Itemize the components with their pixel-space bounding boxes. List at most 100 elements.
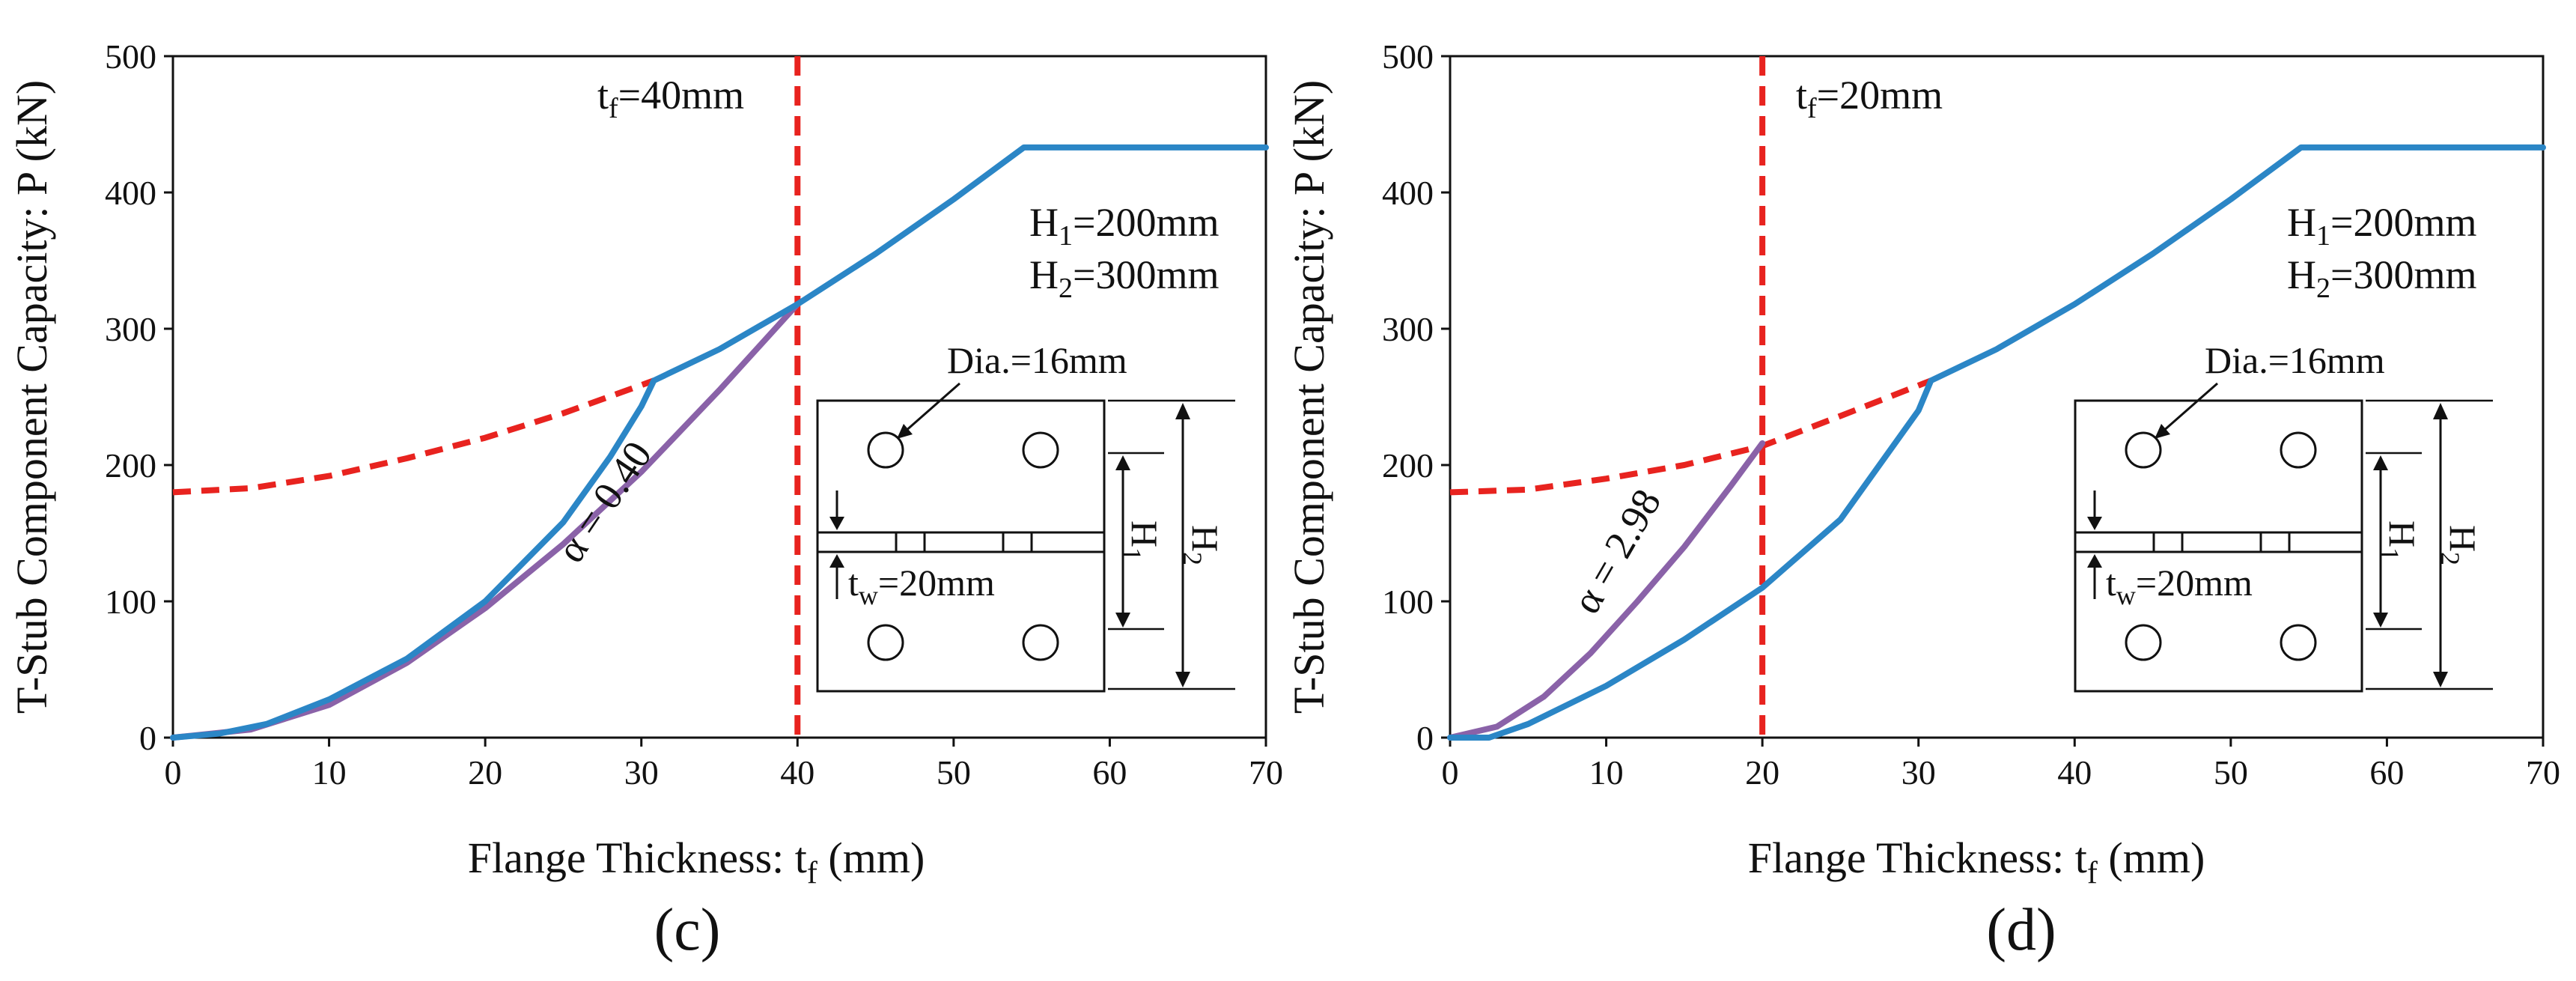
x-tick-label: 10 (312, 753, 347, 792)
series-layer (1447, 56, 2546, 741)
h2-arrowhead (1175, 403, 1190, 419)
bolt-hole (1022, 624, 1059, 661)
vline-label-rest: =20mm (1817, 73, 1943, 118)
h1-arrowhead (2373, 455, 2388, 470)
tw-rest: =20mm (878, 562, 995, 604)
series-extension-line (1449, 377, 1932, 496)
h1-dimension-label: H1=200mm (1029, 200, 1219, 252)
x-tick-label: 60 (2369, 753, 2404, 792)
dia-leader (898, 382, 960, 439)
vline-label: tf=40mm (597, 73, 744, 124)
x-tick-label: 20 (468, 753, 502, 792)
y-axis-title: T-Stub Component Capacity: P (kN) (1285, 80, 1333, 714)
vline-label-main: t (1796, 73, 1807, 118)
vline-label-sub: f (1807, 93, 1817, 124)
h2-dimension-label: H2=300mm (2287, 252, 2476, 304)
y-tick-label: 200 (105, 446, 156, 485)
series-alpha-curve-line (170, 301, 801, 741)
h1-main: H (1029, 200, 1059, 245)
tw-arrowhead-bottom (2087, 554, 2102, 568)
x-axis-title-main: Flange Thickness: t (468, 833, 807, 882)
y-tick-label: 0 (139, 719, 156, 757)
h2-arrowhead (2433, 403, 2448, 419)
y-tick-label: 100 (105, 583, 156, 621)
h1-arrowhead (1115, 455, 1130, 470)
h1-inset-letter: H (1124, 520, 1166, 547)
h1-arrowhead (1115, 613, 1130, 628)
tw-rest: =20mm (2136, 562, 2253, 604)
h1-sub: 1 (1059, 220, 1073, 252)
tw-label: tw=20mm (848, 562, 995, 610)
x-axis-title-unit: (mm) (2098, 833, 2205, 882)
x-axis-title-sub: f (2087, 856, 2098, 890)
h1-inset-label: H1 (2375, 520, 2423, 561)
alpha-label: α = 0.40 (548, 433, 661, 570)
h1-inset-letter: H (2381, 520, 2423, 547)
x-axis-title-sub: f (807, 856, 817, 890)
h1-sub: 1 (2316, 220, 2330, 252)
x-axis-title: Flange Thickness: tf (mm) (1748, 833, 2205, 890)
dia-leader (2155, 382, 2218, 439)
h2-rest: =300mm (2330, 252, 2476, 297)
y-tick-label: 100 (1382, 583, 1434, 621)
inset-plate (2074, 399, 2363, 693)
plot-frame (1449, 55, 2545, 739)
h2-inset-sub: 2 (1178, 552, 1208, 565)
x-tick-label: 40 (780, 753, 814, 792)
h2-inset-letter: H (2442, 525, 2484, 552)
h1-main: H (2287, 200, 2316, 245)
series-extension-line (172, 377, 655, 496)
series-alpha-curve-line (1447, 440, 1766, 741)
tw-sub: w (2116, 580, 2136, 610)
x-tick-label: 60 (1092, 753, 1127, 792)
h1-inset-label: H1 (1117, 520, 1166, 561)
dia-arrowhead (897, 424, 913, 439)
tw-arrowhead-top (829, 517, 844, 530)
x-tick-label: 40 (2057, 753, 2092, 792)
x-tick-label: 0 (165, 753, 182, 792)
h1-arrowhead (2373, 613, 2388, 628)
x-tick-label: 30 (1901, 753, 1936, 792)
h2-inset-label: H2 (2435, 525, 2484, 565)
bolt-hole (2125, 431, 2162, 469)
alpha-label: α = 2.98 (1563, 482, 1669, 621)
series-layer (170, 56, 1269, 741)
tw-main: t (2106, 562, 2116, 604)
bolt-hole (867, 624, 904, 661)
h2-rest: =300mm (1073, 252, 1219, 297)
x-axis-title-main: Flange Thickness: t (1748, 833, 2087, 882)
h2-dimension-label: H2=300mm (1029, 252, 1219, 304)
h2-inset-label: H2 (1178, 525, 1226, 565)
y-tick-label: 0 (1416, 719, 1434, 757)
dia-label: Dia.=16mm (2205, 339, 2385, 381)
x-tick-label: 20 (1745, 753, 1779, 792)
tick-layer: 0 10 20 30 40 50 60 70 0 100 200 300 400 500 (105, 37, 1283, 792)
dia-arrowhead (2155, 424, 2170, 439)
tw-label: tw=20mm (2106, 562, 2253, 610)
x-tick-label: 50 (937, 753, 971, 792)
x-tick-label: 10 (1589, 753, 1624, 792)
x-tick-label: 30 (624, 753, 659, 792)
y-tick-label: 400 (105, 174, 156, 212)
panel-d: 0 10 20 30 40 50 60 70 0 100 200 300 400 500 T-Stub C… (1285, 37, 2560, 963)
dia-label: Dia.=16mm (947, 339, 1127, 381)
bolt-hole (867, 431, 904, 469)
h2-main: H (2287, 252, 2316, 297)
y-tick-label: 400 (1382, 174, 1434, 212)
y-tick-label: 300 (105, 310, 156, 348)
vline-label-main: t (597, 73, 609, 118)
inset-plate (816, 399, 1106, 693)
h2-inset-letter: H (1184, 525, 1226, 552)
series-capacity-line (170, 144, 1269, 741)
y-tick-label: 500 (105, 37, 156, 76)
x-tick-label: 70 (2526, 753, 2560, 792)
tw-main: t (848, 562, 859, 604)
x-tick-label: 0 (1442, 753, 1459, 792)
bolt-hole (1022, 431, 1059, 469)
bolt-hole (2280, 624, 2317, 661)
tick-layer: 0 10 20 30 40 50 60 70 0 100 200 300 400 500 (1382, 37, 2560, 792)
tw-arrowhead-top (2087, 517, 2102, 530)
t-stub-inset: Dia.=16mm tw=20mm H1 H2 (816, 339, 1235, 693)
tw-sub: w (859, 580, 878, 610)
y-tick-label: 300 (1382, 310, 1434, 348)
